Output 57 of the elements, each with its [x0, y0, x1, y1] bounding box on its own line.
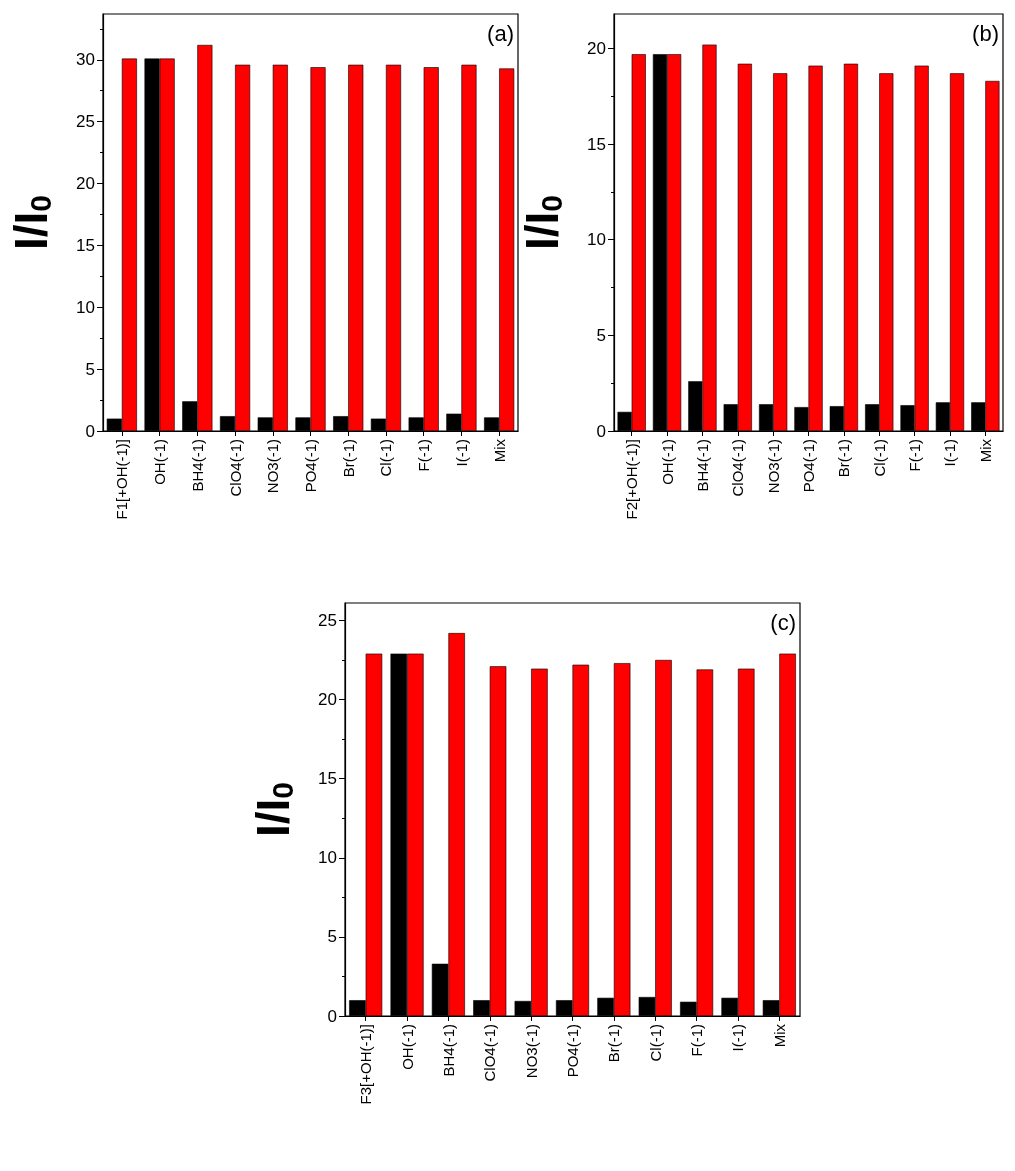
- y-tick-label: 30: [76, 50, 95, 70]
- x-tick-label: Mix: [976, 438, 994, 463]
- y-tick-label: 20: [76, 174, 95, 194]
- y-tick-label: 5: [85, 359, 95, 379]
- y-axis-title: I/I0: [247, 781, 299, 838]
- x-tick-label: OH(-1): [658, 439, 676, 485]
- x-tick-label: F3[+OH(-1)]: [357, 1024, 375, 1105]
- y-tick-label: 5: [327, 927, 337, 947]
- y-tick-label: 25: [318, 610, 337, 630]
- x-tick-label: NO3(-1): [764, 439, 782, 494]
- annotation: (a): [487, 20, 514, 46]
- x-tick-label: BH4(-1): [439, 1024, 457, 1077]
- x-tick-label: Br(-1): [339, 439, 357, 478]
- x-tick-label: Cl(-1): [870, 439, 888, 477]
- x-tick-label: PO4(-1): [302, 439, 319, 493]
- x-tick-label: ClO4(-1): [481, 1024, 499, 1082]
- x-tick-label: ClO4(-1): [226, 439, 244, 497]
- x-tick-label: I(-1): [452, 439, 470, 467]
- x-tick-label: Cl(-1): [646, 1024, 664, 1062]
- y-axis-title: I/I0: [516, 194, 568, 251]
- y-tick-label: 15: [76, 235, 95, 255]
- y-tick-label: 15: [318, 769, 337, 789]
- x-tick-label: PO4(-1): [564, 1024, 581, 1078]
- x-tick-label: Mix: [490, 438, 508, 463]
- y-tick-label: 0: [596, 421, 606, 441]
- x-tick-label: OH(-1): [398, 1024, 416, 1070]
- x-tick-label: F(-1): [415, 439, 433, 472]
- y-axis-title: I/I0: [5, 194, 57, 251]
- x-tick-label: PO4(-1): [800, 439, 817, 493]
- x-tick-label: NO3(-1): [264, 439, 282, 494]
- y-tick-label: 25: [76, 112, 95, 132]
- annotation: (c): [770, 609, 796, 635]
- x-tick-label: F(-1): [906, 439, 924, 472]
- x-tick-label: Br(-1): [605, 1024, 623, 1063]
- x-tick-label: I(-1): [941, 439, 959, 467]
- x-tick-label: Mix: [770, 1023, 788, 1048]
- annotation: (b): [972, 20, 999, 46]
- x-tick-label: NO3(-1): [522, 1024, 540, 1079]
- x-tick-label: BH4(-1): [188, 439, 206, 492]
- y-tick-label: 15: [587, 134, 606, 154]
- x-tick-label: F1[+OH(-1)]: [113, 439, 131, 520]
- x-tick-label: Cl(-1): [377, 439, 395, 477]
- x-tick-label: BH4(-1): [693, 439, 711, 492]
- y-tick-label: 5: [596, 325, 606, 345]
- x-tick-label: OH(-1): [151, 439, 169, 485]
- y-tick-label: 10: [318, 848, 337, 868]
- y-tick-label: 0: [327, 1006, 337, 1026]
- y-tick-label: 20: [318, 690, 337, 710]
- y-tick-label: 0: [85, 421, 95, 441]
- y-tick-label: 20: [587, 38, 606, 58]
- x-tick-label: I(-1): [729, 1024, 747, 1052]
- x-tick-label: F(-1): [688, 1024, 706, 1057]
- y-tick-label: 10: [587, 230, 606, 250]
- x-tick-label: Br(-1): [835, 439, 853, 478]
- x-tick-label: ClO4(-1): [729, 439, 747, 497]
- y-tick-label: 10: [76, 297, 95, 317]
- x-tick-label: F2[+OH(-1)]: [623, 439, 641, 520]
